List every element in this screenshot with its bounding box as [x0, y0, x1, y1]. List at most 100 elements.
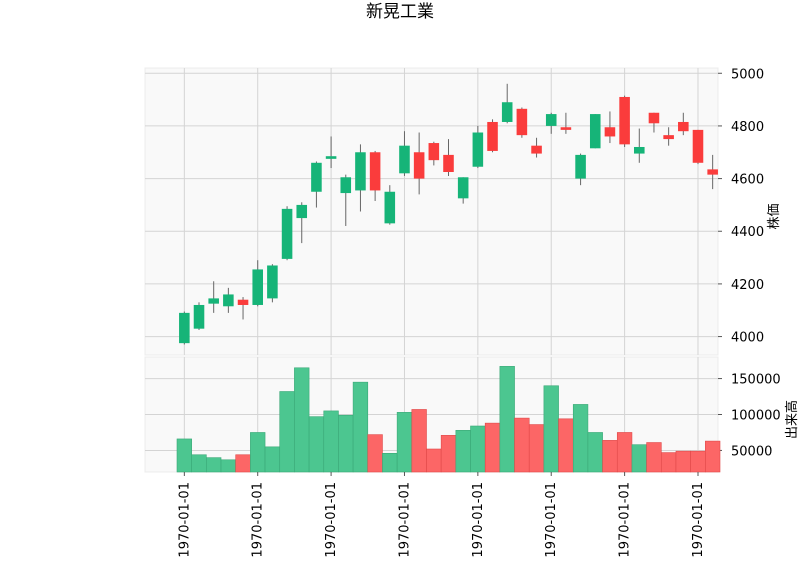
x-tick-label: 1970-01-01: [324, 482, 339, 558]
volume-bar: [484, 422, 501, 473]
x-tick-label: 1970-01-01: [691, 482, 706, 558]
candle-body: [531, 145, 542, 154]
volume-bar: [294, 367, 310, 473]
candle-body: [399, 145, 410, 174]
volume-bar: [440, 435, 457, 473]
candle-body: [516, 108, 528, 136]
x-tick-label: 1970-01-01: [251, 482, 266, 558]
volume-bar: [220, 459, 237, 473]
volume-bar: [411, 409, 427, 473]
volume-bar: [660, 452, 677, 473]
x-tick-label: 1970-01-01: [618, 482, 633, 558]
volume-bar: [206, 457, 222, 473]
volume-bar: [352, 381, 369, 473]
price-tick-label: 4400: [731, 225, 764, 240]
candle-body: [575, 154, 586, 179]
candle-body: [179, 312, 190, 344]
price-tick-label: 4600: [731, 173, 764, 188]
volume-bar: [264, 446, 281, 473]
candle-body: [648, 112, 660, 124]
volume-bar: [470, 425, 486, 473]
volume-bar: [631, 444, 647, 473]
volume-bar: [543, 385, 559, 473]
candle-body: [487, 121, 498, 151]
volume-bar: [572, 404, 589, 473]
volume-bar: [338, 414, 354, 473]
x-tick-label: 1970-01-01: [544, 482, 559, 558]
volume-bar: [396, 412, 413, 473]
volume-bar: [705, 440, 721, 473]
candle-body: [619, 96, 630, 145]
volume-bar: [426, 448, 442, 473]
chart-title: 新晃工業: [366, 2, 434, 22]
candle-body: [663, 135, 674, 140]
candle-body: [428, 143, 440, 161]
candle-body: [443, 154, 454, 173]
candle-body: [692, 129, 704, 163]
candle-body: [267, 265, 278, 299]
volume-bar: [176, 438, 192, 473]
volume-bar: [323, 410, 339, 473]
candle-body: [281, 208, 293, 259]
candle-body: [311, 162, 322, 192]
candle-body: [325, 156, 337, 159]
candle-body: [296, 204, 308, 219]
volume-bar: [382, 453, 398, 473]
volume-bar: [499, 366, 515, 473]
candle-body: [223, 294, 234, 307]
volume-bar: [308, 416, 325, 473]
candle-body: [369, 152, 381, 191]
volume-bar: [235, 454, 251, 473]
candle-body: [355, 152, 366, 191]
candle-body: [634, 146, 645, 154]
volume-tick-label: 100000: [731, 409, 781, 424]
volume-bar: [646, 442, 662, 473]
x-tick-label: 1970-01-01: [471, 482, 486, 558]
price-panel: 4000 4200 4400 4600 4800 5000 株価: [144, 67, 782, 356]
volume-bar: [558, 418, 574, 473]
volume-bar: [455, 430, 471, 473]
candle-body: [707, 169, 718, 175]
volume-bar: [528, 424, 545, 473]
volume-axis-label: 出来高: [784, 400, 800, 439]
x-axis: 1970-01-01 1970-01-01 1970-01-01 1970-01-01…: [177, 472, 706, 558]
candle-body: [384, 191, 396, 224]
volume-bar: [587, 432, 603, 473]
candle-body: [589, 114, 601, 149]
volume-bar: [514, 417, 530, 473]
candle-body: [413, 152, 425, 179]
candle-body: [560, 127, 572, 130]
candle-body: [457, 177, 469, 199]
price-axis-label: 株価: [767, 203, 782, 229]
x-tick-label: 1970-01-01: [177, 482, 192, 558]
price-plot-area: [144, 67, 719, 356]
candle-body: [193, 304, 205, 329]
candle-body: [208, 298, 219, 304]
volume-bar: [602, 440, 618, 473]
volume-bar: [191, 454, 207, 473]
volume-bar: [367, 434, 383, 473]
candle-body: [678, 121, 689, 132]
price-tick-label: 4200: [731, 278, 764, 293]
volume-bar: [250, 432, 266, 473]
candle-body: [252, 269, 263, 305]
candle-body: [340, 177, 352, 194]
candle-body: [545, 114, 557, 126]
candle-body: [237, 299, 249, 305]
volume-tick-label: 150000: [731, 373, 781, 388]
volume-bar: [675, 450, 691, 473]
price-tick-label: 4800: [731, 120, 764, 135]
volume-bar: [690, 450, 706, 473]
volume-tick-label: 50000: [731, 444, 772, 459]
price-tick-label: 5000: [731, 67, 764, 82]
candle-body: [604, 127, 616, 137]
volume-bar: [616, 432, 633, 473]
x-tick-label: 1970-01-01: [397, 482, 412, 558]
price-tick-label: 4000: [731, 331, 764, 346]
candle-body: [472, 132, 484, 167]
candle-body: [501, 102, 513, 122]
volume-bar: [279, 391, 295, 473]
